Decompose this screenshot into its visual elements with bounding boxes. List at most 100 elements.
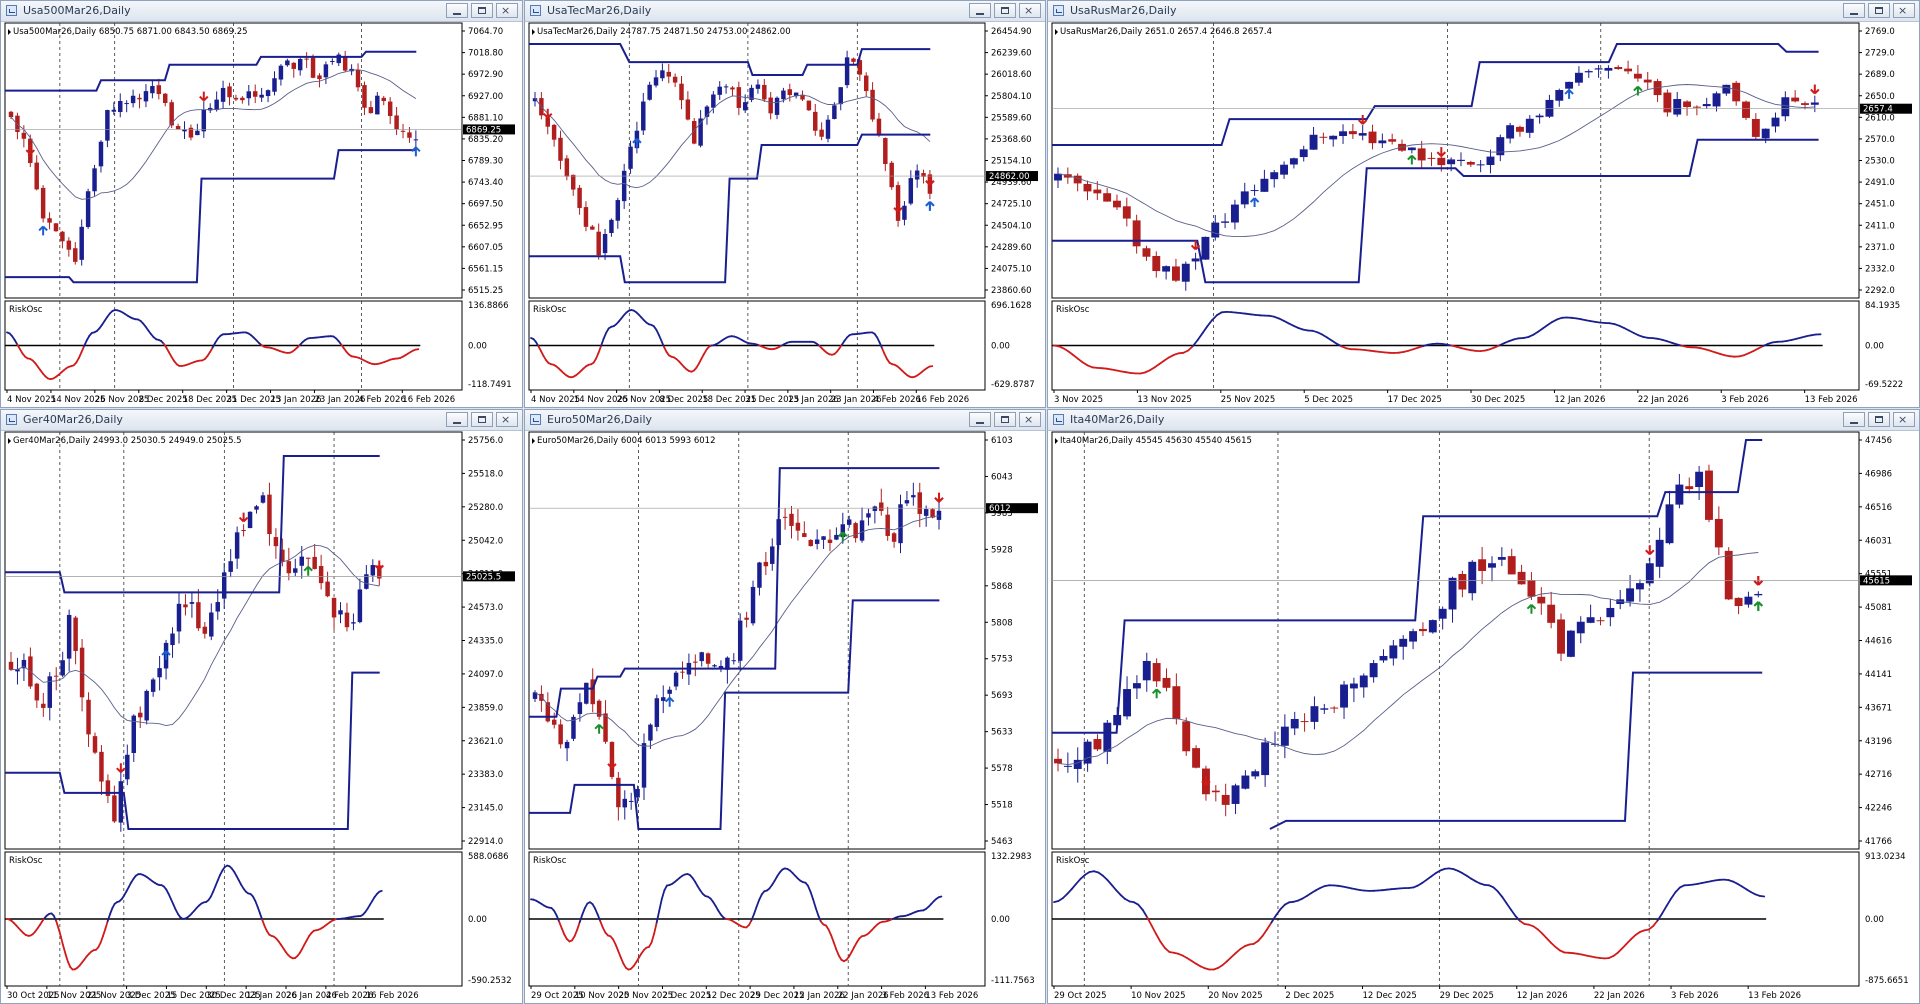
candle-body <box>602 233 608 254</box>
chart-canvas[interactable]: 47456 46986 46516 46031 45551 45081 44616 44141… <box>1048 430 1917 1001</box>
oscillator-line-segment <box>1266 921 1273 931</box>
collapse-triangle-icon[interactable] <box>1055 438 1058 444</box>
maximize-button[interactable] <box>1868 412 1890 427</box>
minimize-button[interactable] <box>1843 412 1865 427</box>
oscillator-line-segment <box>104 920 109 930</box>
candle-body <box>1407 147 1416 151</box>
title-bar[interactable]: Ita40Mar26,Daily × <box>1048 410 1919 431</box>
candle-body <box>220 87 226 102</box>
candle-body <box>8 661 14 670</box>
maximize-icon <box>478 416 486 423</box>
title-bar[interactable]: Usa500Mar26,Daily × <box>1 1 522 22</box>
close-button[interactable]: × <box>1893 412 1915 427</box>
sell-arrow-icon <box>116 763 126 773</box>
oscillator-line-segment <box>1616 947 1623 954</box>
title-bar[interactable]: UsaTecMar26,Daily × <box>525 1 1045 22</box>
candle-body <box>73 248 78 262</box>
minimize-icon <box>976 422 984 424</box>
close-button[interactable]: × <box>1019 3 1041 18</box>
maximize-button[interactable] <box>1868 3 1890 18</box>
candle-body <box>144 690 149 721</box>
oscillator-line-segment <box>655 909 661 924</box>
candle-body <box>577 702 583 714</box>
close-button[interactable]: × <box>1019 412 1041 427</box>
title-bar[interactable]: UsaRusMar26,Daily × <box>1048 1 1919 22</box>
chart-canvas[interactable]: 7064.70 7018.80 6972.90 6927.00 6881.10 6835.… <box>1 21 520 405</box>
candle-body <box>118 100 123 113</box>
title-bar[interactable]: Ger40Mar26,Daily × <box>1 410 522 431</box>
date-axis-label: 16 Feb 2026 <box>402 395 455 405</box>
oscillator-line-segment <box>1079 873 1086 880</box>
candle-body <box>564 158 570 177</box>
maximize-icon <box>1001 7 1009 14</box>
chart-canvas[interactable]: 25756.025518.025280.025042.024811.024573… <box>1 430 520 1001</box>
close-icon: × <box>501 4 511 17</box>
candle-body <box>344 612 350 628</box>
collapse-triangle-icon[interactable] <box>1055 29 1058 35</box>
chart-window-ger40[interactable]: Ger40Mar26,Daily × 25756.0 25518.0 25280.0 25… <box>0 409 523 1004</box>
chart-canvas[interactable]: 6103 6043 5983 5928 5868 5808 5753 5693 5633 5578… <box>525 430 1043 1001</box>
collapse-triangle-icon[interactable] <box>532 29 535 35</box>
chart-window-usatec[interactable]: UsaTecMar26,Daily × 26454.90 26239.60 26018.… <box>524 0 1046 408</box>
candle-body <box>241 530 246 532</box>
channel-lower-line <box>5 149 417 284</box>
candle-body <box>1547 604 1556 623</box>
candle-body <box>551 124 557 140</box>
price-axis-label: 5928 <box>991 545 1013 555</box>
title-bar[interactable]: Euro50Mar26,Daily × <box>525 410 1045 431</box>
candle-body <box>742 102 748 111</box>
candle-body <box>571 716 576 739</box>
oscillator-axis-label: 0.00 <box>1865 915 1884 925</box>
candle-body <box>330 60 335 62</box>
candle-body <box>705 653 711 664</box>
minimize-button[interactable] <box>969 412 991 427</box>
candle-body <box>793 92 799 97</box>
chart-window-ita40[interactable]: Ita40Mar26,Daily × 47456 46986 46516 46031 455… <box>1047 409 1920 1004</box>
candle-body <box>641 743 647 788</box>
symbol-info-line: Ita40Mar26,Daily 45545 45630 45540 45615 <box>1060 436 1252 446</box>
window-title: Euro50Mar26,Daily <box>547 413 653 426</box>
maximize-button[interactable] <box>471 412 493 427</box>
chart-window-euro50[interactable]: Euro50Mar26,Daily × 6103 6043 5983 5928 5868 58… <box>524 409 1046 1004</box>
collapse-triangle-icon[interactable] <box>8 438 11 444</box>
candle-body <box>621 170 627 202</box>
candle-body <box>1250 190 1259 192</box>
oscillator-line-segment <box>55 920 60 930</box>
candle-body <box>590 679 595 705</box>
oscillator-line-segment <box>653 921 658 935</box>
candle-body <box>150 86 155 94</box>
sell-arrow-icon <box>1436 147 1447 157</box>
candle-body <box>1231 785 1240 804</box>
candle-body <box>1083 741 1092 764</box>
oscillator-line-segment <box>209 890 215 898</box>
collapse-triangle-icon[interactable] <box>8 29 11 35</box>
minimize-button[interactable] <box>969 3 991 18</box>
chart-window-usa500[interactable]: Usa500Mar26,Daily × 7064.70 7018.80 6972.90 6… <box>0 0 523 408</box>
maximize-button[interactable] <box>471 3 493 18</box>
close-button[interactable]: × <box>496 3 518 18</box>
maximize-button[interactable] <box>994 412 1016 427</box>
oscillator-line-segment <box>1550 942 1557 948</box>
chart-canvas[interactable]: 2769.0 2729.0 2689.0 2650.0 2610.0 2570.0 2530… <box>1048 21 1917 405</box>
candle-body <box>806 100 812 111</box>
candle-body <box>596 700 602 717</box>
oscillator-line-segment <box>573 928 579 938</box>
date-axis-label: 31 Dec 2025 <box>227 395 281 405</box>
minimize-button[interactable] <box>446 412 468 427</box>
price-axis-label: 24939.60 <box>991 178 1032 188</box>
candle-body <box>1270 172 1279 180</box>
price-axis-label: 24504.10 <box>991 221 1032 231</box>
oscillator-name: RiskOsc <box>9 305 43 315</box>
candle-body <box>175 126 181 130</box>
collapse-triangle-icon[interactable] <box>532 438 535 444</box>
chart-window-usarus[interactable]: UsaRusMar26,Daily × 2769.0 2729.0 2689.0 2650… <box>1047 0 1920 408</box>
current-price-badge <box>463 571 515 582</box>
price-axis-label: 46986 <box>1865 469 1892 479</box>
minimize-button[interactable] <box>1843 3 1865 18</box>
oscillator-line-segment <box>1541 324 1549 330</box>
maximize-button[interactable] <box>994 3 1016 18</box>
close-button[interactable]: × <box>1893 3 1915 18</box>
chart-canvas[interactable]: 26454.90 26239.60 26018.60 25804.10 25589.60… <box>525 21 1043 405</box>
close-button[interactable]: × <box>496 412 518 427</box>
minimize-button[interactable] <box>446 3 468 18</box>
